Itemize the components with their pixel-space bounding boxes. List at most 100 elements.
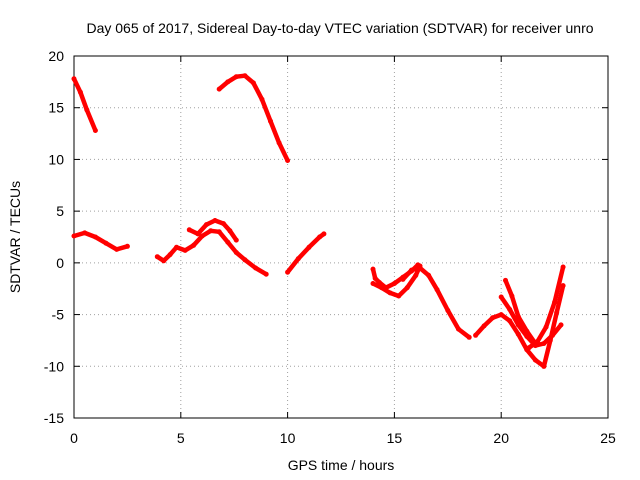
data-point	[191, 242, 197, 248]
data-point	[524, 328, 530, 334]
data-point	[481, 323, 487, 329]
data-point	[543, 324, 549, 330]
y-tick-label: 20	[48, 48, 64, 64]
chart-title: Day 065 of 2017, Sidereal Day-to-day VTE…	[86, 20, 593, 36]
data-point	[233, 250, 239, 255]
data-point	[541, 363, 547, 369]
y-axis-label: SDTVAR / TECUs	[7, 181, 23, 293]
y-tick-label: 10	[48, 151, 64, 167]
data-point	[466, 334, 472, 340]
series-arc-3	[155, 228, 269, 277]
data-point	[541, 341, 547, 346]
data-point	[227, 228, 233, 234]
data-point	[515, 322, 521, 328]
data-point	[554, 310, 560, 315]
data-point	[242, 257, 248, 263]
data-point	[225, 239, 231, 245]
data-point	[295, 256, 301, 262]
data-point	[396, 293, 402, 299]
data-point	[253, 265, 259, 271]
data-point	[370, 281, 376, 286]
data-point	[473, 332, 479, 338]
data-point	[242, 73, 248, 79]
data-point	[221, 221, 226, 227]
data-point	[547, 337, 553, 343]
x-tick-label: 25	[600, 430, 616, 446]
data-point	[259, 96, 265, 102]
data-point	[263, 271, 269, 277]
data-point	[92, 128, 98, 133]
data-point	[216, 86, 222, 92]
x-tick-label: 10	[280, 430, 296, 446]
data-point	[203, 222, 209, 228]
data-point	[526, 345, 532, 351]
data-point	[182, 247, 188, 253]
data-point	[515, 314, 521, 320]
data-point	[124, 243, 130, 249]
y-tick-label: 5	[56, 203, 64, 219]
data-point	[161, 258, 167, 264]
data-point	[82, 230, 88, 236]
data-point	[167, 252, 173, 258]
series-arc-5	[216, 73, 290, 163]
x-tick-label: 15	[387, 430, 403, 446]
data-point	[507, 318, 513, 324]
y-tick-label: -5	[52, 307, 65, 323]
plot-frame	[73, 55, 609, 419]
data-point	[186, 227, 192, 233]
data-point	[225, 79, 231, 85]
data-point	[71, 233, 77, 239]
data-point	[417, 265, 423, 271]
data-point	[370, 266, 376, 272]
data-point	[212, 218, 218, 223]
data-point	[434, 287, 440, 293]
data-point	[498, 294, 504, 300]
series-arc-2	[71, 230, 130, 252]
grid	[74, 56, 608, 418]
data-point	[372, 275, 378, 281]
data-point	[321, 231, 327, 237]
data-point	[154, 254, 160, 260]
data-point	[509, 293, 515, 299]
data-point	[456, 326, 461, 332]
data-point	[285, 158, 291, 163]
data-point	[387, 290, 393, 296]
data-point	[84, 107, 90, 113]
x-tick-label: 20	[493, 430, 509, 446]
data-point	[413, 272, 419, 278]
data-point	[560, 264, 566, 270]
data-point	[391, 281, 397, 286]
data-point	[532, 357, 538, 363]
data-point	[515, 331, 521, 337]
data-point	[445, 307, 451, 313]
data-point	[71, 76, 77, 82]
data-point	[426, 272, 432, 278]
x-tick-label: 5	[177, 430, 185, 446]
series-arc-6	[285, 231, 327, 275]
data-point	[317, 234, 323, 240]
data-point	[199, 233, 205, 239]
y-tick-label: 15	[48, 100, 64, 116]
data-point	[560, 283, 566, 289]
x-axis-label: GPS time / hours	[288, 457, 395, 473]
data-point	[233, 74, 239, 80]
data-point	[400, 276, 406, 282]
data-point	[306, 244, 312, 250]
data-point	[535, 339, 540, 344]
data-point	[250, 80, 256, 86]
data-point	[216, 229, 222, 235]
series-arc-1	[71, 76, 98, 133]
data-point	[503, 277, 508, 283]
data-point	[103, 240, 109, 246]
x-tick-label: 0	[70, 430, 78, 446]
data-point	[174, 244, 179, 250]
data-point	[114, 246, 120, 252]
data-point	[558, 322, 564, 328]
data-point	[379, 285, 385, 291]
data-point	[285, 269, 291, 275]
data-point	[233, 237, 239, 243]
data-point	[498, 312, 504, 318]
data-point	[507, 306, 513, 312]
data-point	[490, 315, 496, 321]
